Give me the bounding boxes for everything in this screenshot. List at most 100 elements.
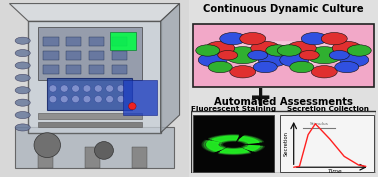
Ellipse shape <box>15 37 30 44</box>
Circle shape <box>94 85 102 92</box>
Text: Fluorescent Staining: Fluorescent Staining <box>191 106 276 112</box>
Polygon shape <box>210 135 239 142</box>
Circle shape <box>253 61 277 73</box>
Circle shape <box>208 61 232 73</box>
Circle shape <box>72 85 79 92</box>
Bar <box>43 51 59 60</box>
Polygon shape <box>220 149 248 153</box>
Ellipse shape <box>15 62 30 69</box>
Text: Stimulus: Stimulus <box>310 122 328 126</box>
Circle shape <box>311 66 337 78</box>
Ellipse shape <box>15 99 30 106</box>
Text: Continuous Dynamic Culture: Continuous Dynamic Culture <box>203 4 364 13</box>
Circle shape <box>251 41 280 55</box>
Polygon shape <box>243 145 263 151</box>
Circle shape <box>266 45 290 56</box>
Bar <box>66 37 81 46</box>
Circle shape <box>129 103 136 110</box>
Text: Secretion Collection: Secretion Collection <box>287 106 369 112</box>
Circle shape <box>218 50 238 60</box>
Bar <box>280 115 374 172</box>
Bar <box>193 24 374 87</box>
Polygon shape <box>202 140 226 152</box>
Bar <box>85 147 100 168</box>
Ellipse shape <box>15 124 30 131</box>
Bar <box>89 51 104 60</box>
Polygon shape <box>15 127 174 168</box>
Bar <box>110 32 136 50</box>
Bar <box>66 65 81 74</box>
Ellipse shape <box>15 50 30 57</box>
Circle shape <box>60 96 68 103</box>
Circle shape <box>340 53 369 67</box>
Bar <box>132 147 147 168</box>
Bar <box>38 122 142 127</box>
Circle shape <box>347 45 371 56</box>
Bar <box>191 111 376 173</box>
Circle shape <box>106 96 113 103</box>
Bar <box>89 65 104 74</box>
Circle shape <box>321 33 347 45</box>
Circle shape <box>94 96 102 103</box>
Circle shape <box>329 50 349 60</box>
Text: Automated Assessments: Automated Assessments <box>214 97 353 107</box>
Polygon shape <box>239 137 259 143</box>
Text: Secretion: Secretion <box>284 131 288 156</box>
Circle shape <box>94 142 113 159</box>
Polygon shape <box>204 141 225 152</box>
Bar <box>38 113 142 119</box>
Bar <box>47 78 132 110</box>
Circle shape <box>248 50 268 60</box>
Circle shape <box>277 45 301 56</box>
Circle shape <box>106 85 113 92</box>
Circle shape <box>290 61 314 73</box>
Polygon shape <box>238 136 262 143</box>
Circle shape <box>306 47 342 64</box>
Circle shape <box>280 53 309 67</box>
Polygon shape <box>218 148 251 155</box>
Circle shape <box>83 85 91 92</box>
Polygon shape <box>208 135 239 142</box>
Circle shape <box>117 96 125 103</box>
Circle shape <box>299 50 319 60</box>
Ellipse shape <box>15 112 30 119</box>
Ellipse shape <box>200 41 367 66</box>
Ellipse shape <box>200 47 367 63</box>
Polygon shape <box>161 4 180 133</box>
Text: +: + <box>249 84 273 112</box>
Polygon shape <box>242 145 265 152</box>
Circle shape <box>198 53 227 67</box>
Circle shape <box>49 85 57 92</box>
Polygon shape <box>207 141 223 151</box>
Ellipse shape <box>15 74 30 81</box>
Polygon shape <box>28 21 161 133</box>
Bar <box>43 65 59 74</box>
Circle shape <box>117 85 125 92</box>
Circle shape <box>240 33 266 45</box>
Bar <box>112 51 127 60</box>
Circle shape <box>49 96 57 103</box>
Ellipse shape <box>15 87 30 94</box>
Circle shape <box>258 53 287 67</box>
Circle shape <box>332 41 361 55</box>
Polygon shape <box>212 136 238 142</box>
Circle shape <box>220 33 246 45</box>
Bar <box>38 147 53 168</box>
Circle shape <box>225 47 261 64</box>
Polygon shape <box>237 135 263 144</box>
Bar <box>66 51 81 60</box>
Bar <box>112 37 127 46</box>
Circle shape <box>72 96 79 103</box>
Bar <box>43 37 59 46</box>
Polygon shape <box>219 148 250 154</box>
Text: Time: Time <box>328 169 343 174</box>
Circle shape <box>287 41 316 55</box>
Circle shape <box>196 45 220 56</box>
Circle shape <box>335 61 359 73</box>
Bar <box>89 37 104 46</box>
Circle shape <box>34 133 60 158</box>
Bar <box>193 115 274 172</box>
Bar <box>123 80 157 115</box>
Bar <box>112 65 127 74</box>
Circle shape <box>230 66 256 78</box>
